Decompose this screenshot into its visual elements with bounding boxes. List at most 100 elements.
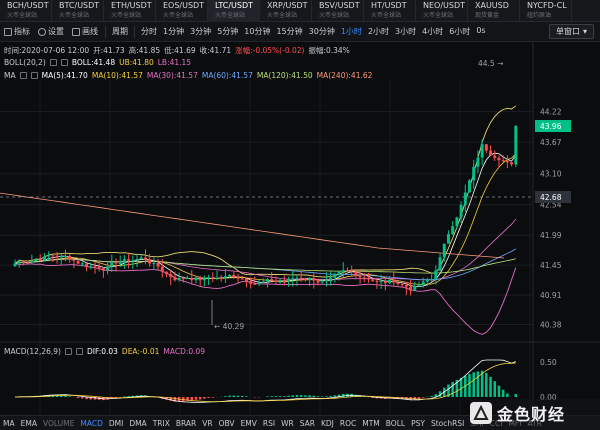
candle-body	[232, 274, 236, 278]
indicator-tab-stochrsi[interactable]: StochRSI	[430, 418, 465, 428]
symbol-tab-neo-usdt[interactable]: NEO/USDT 火币全球站	[416, 0, 468, 22]
candle-body	[17, 261, 21, 264]
candle-body	[80, 263, 84, 265]
ohlc-change: 涨幅:-0.05%(-0.02)	[235, 46, 305, 55]
candle-body	[480, 144, 484, 158]
price-tick-label: 41.45	[540, 261, 562, 270]
macd-value: MACD:0.09	[163, 347, 206, 356]
draw-label: 画线	[82, 27, 98, 36]
indicator-tab-emv[interactable]: EMV	[240, 418, 257, 428]
candle-body	[510, 162, 514, 165]
settings-button[interactable]: 设置	[34, 26, 68, 37]
indicator-tab-dma[interactable]: DMA	[129, 418, 147, 428]
symbol-tab-ltc-usdt[interactable]: LTC/USDT 火币全球站	[208, 0, 260, 22]
high-annotation: 44.5 →	[478, 59, 503, 68]
indicator-tab-brar[interactable]: BRAR	[175, 418, 197, 428]
candle-body	[375, 280, 379, 282]
candle-body	[101, 267, 105, 271]
macd-name[interactable]: MACD(12,26,9)	[4, 347, 61, 356]
interval-option[interactable]: 3小时	[395, 27, 417, 36]
interval-option[interactable]: 1小时	[340, 27, 362, 36]
interval-option[interactable]: 1分钟	[163, 27, 185, 36]
candle-body	[308, 278, 312, 280]
boll-name[interactable]: BOLL(20,2)	[4, 58, 46, 67]
indicator-tab-wr[interactable]: WR	[281, 418, 294, 428]
indicators-button[interactable]: 指标	[0, 26, 34, 37]
symbol-exchange: 火币全球站	[59, 12, 90, 19]
ma-name[interactable]: MA	[4, 71, 16, 80]
interval-option[interactable]: 2小时	[367, 27, 390, 36]
symbol-pair: XRP/USDT	[267, 1, 308, 10]
interval-option[interactable]: 4小时	[422, 27, 444, 36]
candle-body	[341, 270, 345, 272]
indicator-tab-kdj[interactable]: KDJ	[320, 418, 334, 428]
indicator-tab-roc[interactable]: ROC	[339, 418, 357, 428]
candle-body	[207, 277, 211, 279]
window-mode-label: 单窗口	[555, 27, 580, 36]
settings-label: 设置	[48, 27, 64, 36]
symbol-tab-btc-usdt[interactable]: BTC/USDT 火币全球站	[52, 0, 104, 22]
candle-body	[282, 281, 286, 283]
period-label[interactable]: 周期	[112, 27, 128, 36]
draw-button[interactable]: 画线	[68, 26, 102, 37]
interval-option[interactable]: 6小时	[449, 27, 471, 36]
candle-body	[211, 277, 215, 279]
symbol-tab-xauusd[interactable]: XAUUSD 现货黄金	[468, 0, 520, 22]
indicator-tab-sar[interactable]: SAR	[299, 418, 315, 428]
window-mode-dropdown[interactable]: 单窗口 ▾	[548, 24, 594, 39]
symbol-tab-xrp-usdt[interactable]: XRP/USDT 火币全球站	[260, 0, 312, 22]
indicator-tab-ma[interactable]: MA	[3, 418, 15, 428]
settings-icon[interactable]	[49, 59, 57, 66]
symbol-exchange: 火币全球站	[371, 12, 402, 19]
indicator-tab-vr[interactable]: VR	[202, 418, 213, 428]
indicator-tab-psy[interactable]: PSY	[411, 418, 425, 428]
indicator-tabs: MA EMA VOLUME MACD DMI DMA TRIX BRAR VR OBV EMV RSI…	[0, 415, 600, 430]
indicator-tab-boll[interactable]: BOLL	[385, 418, 406, 428]
close-icon[interactable]	[30, 72, 38, 79]
symbol-tab-nycfd-cl[interactable]: NYCFD-CL 纽约原油	[520, 0, 572, 22]
interval-option[interactable]: 分时	[141, 27, 157, 36]
close-icon[interactable]	[75, 348, 83, 355]
indicators-label: 指标	[14, 27, 30, 36]
symbol-tab-bsv-usdt[interactable]: BSV/USDT 火币全球站	[312, 0, 364, 22]
symbol-pair: HT/USDT	[371, 1, 407, 10]
candle-body	[350, 270, 354, 272]
candle-body	[173, 277, 177, 281]
candle-body	[68, 255, 72, 260]
price-tick-label: 40.38	[540, 320, 562, 329]
indicator-tab-dmi[interactable]: DMI	[108, 418, 124, 428]
indicator-tab-ema[interactable]: EMA	[20, 418, 37, 428]
watermark: 金色财经	[470, 399, 600, 427]
interval-option[interactable]: 15分钟	[276, 27, 303, 36]
candle-body	[228, 274, 232, 277]
symbol-tabs: BCH/USDT 火币全球站 BTC/USDT 火币全球站 ETH/USDT 火币全球站 E…	[0, 0, 600, 22]
interval-option[interactable]: 5分钟	[217, 27, 239, 36]
symbol-tab-eth-usdt[interactable]: ETH/USDT 火币全球站	[104, 0, 156, 22]
indicator-tab-rsi[interactable]: RSI	[262, 418, 276, 428]
candle-body	[93, 266, 97, 268]
candle-body	[253, 283, 257, 285]
candle-body	[451, 226, 455, 235]
candle-body	[110, 262, 114, 267]
symbol-exchange: 火币全球站	[7, 12, 38, 19]
indicator-tab-mtm[interactable]: MTM	[362, 418, 380, 428]
settings-icon[interactable]	[19, 72, 27, 79]
candle-body	[404, 284, 408, 287]
candle-body	[76, 260, 80, 264]
interval-option[interactable]: 10分钟	[244, 27, 271, 36]
candle-body	[127, 259, 131, 261]
interval-option[interactable]: 30分钟	[308, 27, 335, 36]
interval-option[interactable]: 0s	[476, 26, 486, 35]
low-annotation: ← 40.29	[214, 322, 244, 331]
indicator-tab-obv[interactable]: OBV	[218, 418, 235, 428]
indicator-tab-trix[interactable]: TRIX	[152, 418, 170, 428]
close-icon[interactable]	[60, 59, 68, 66]
symbol-tab-eos-usdt[interactable]: EOS/USDT 火币全球站	[156, 0, 208, 22]
indicator-tab-macd[interactable]: MACD	[80, 418, 103, 428]
settings-icon[interactable]	[64, 348, 72, 355]
symbol-tab-ht-usdt[interactable]: HT/USDT 火币全球站	[364, 0, 416, 22]
indicator-tab-volume[interactable]: VOLUME	[42, 418, 75, 428]
interval-option[interactable]: 3分钟	[190, 27, 212, 36]
symbol-tab-bch-usdt[interactable]: BCH/USDT 火币全球站	[0, 0, 52, 22]
